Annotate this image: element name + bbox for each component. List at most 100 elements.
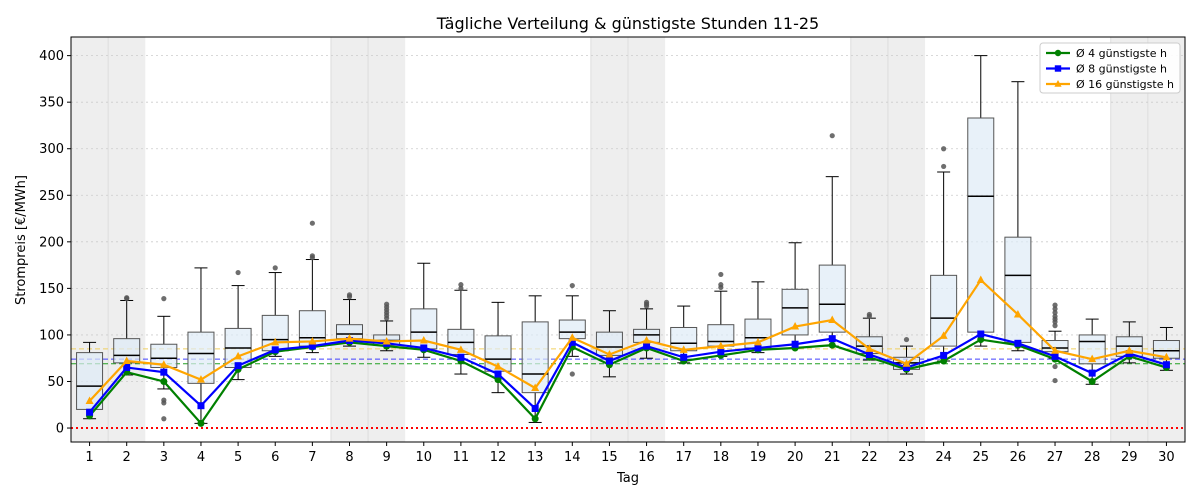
x-tick-label: 17 <box>675 450 692 465</box>
series-point <box>160 368 168 376</box>
outlier-point <box>1052 323 1058 329</box>
series-point <box>828 315 837 324</box>
series-point <box>271 346 279 354</box>
outlier-point <box>161 296 167 302</box>
y-tick-label: 400 <box>39 49 64 64</box>
outlier-point <box>569 371 575 377</box>
series-point <box>531 404 539 412</box>
weekend-shading <box>70 37 1185 442</box>
legend-label: Ø 8 günstigste h <box>1076 63 1167 76</box>
series-point <box>1162 352 1171 361</box>
boxplot-day-21 <box>818 133 846 347</box>
x-tick-label: 20 <box>787 450 804 465</box>
boxplot-day-14 <box>558 282 586 377</box>
series-point <box>679 345 688 353</box>
x-axis: 1 2 3 4 5 6 7 8 9 10 11 12 13 14 15 16 17 18 19 20 21 22 23 24 2… <box>85 442 1175 465</box>
series-point <box>717 348 725 356</box>
series-point <box>902 359 911 367</box>
x-tick-label: 3 <box>160 450 168 465</box>
y-axis-title: Strompreis [€/MWh] <box>14 175 29 305</box>
series-point <box>605 349 614 358</box>
x-tick-label: 19 <box>750 450 767 465</box>
series-point <box>680 353 688 361</box>
x-tick-label: 25 <box>972 450 989 465</box>
outlier-point <box>1052 377 1058 384</box>
series-point <box>791 340 799 348</box>
series-point <box>159 360 168 368</box>
series-point <box>865 350 873 358</box>
y-tick-label: 300 <box>39 142 64 157</box>
x-tick-label: 2 <box>123 450 131 465</box>
outlier-point <box>643 299 650 305</box>
outlier-point <box>903 336 910 343</box>
series-point <box>940 351 948 359</box>
x-tick-label: 24 <box>935 450 952 465</box>
series-point <box>828 335 836 343</box>
x-tick-label: 27 <box>1047 450 1064 465</box>
series-point <box>160 377 168 385</box>
x-tick-label: 1 <box>85 450 93 465</box>
series-point <box>197 402 205 410</box>
x-tick-label: 22 <box>861 450 878 465</box>
series-point <box>382 336 391 345</box>
boxplot-day-3 <box>150 296 178 422</box>
outlier-point <box>309 220 315 226</box>
series-point <box>234 351 243 360</box>
y-tick-label: 0 <box>56 422 64 437</box>
outlier-point <box>309 253 315 259</box>
y-tick-label: 200 <box>39 235 64 250</box>
series-point <box>940 357 948 365</box>
series-point <box>86 408 94 416</box>
boxplot-day-13 <box>521 295 549 423</box>
series-point <box>568 333 577 341</box>
weekend-band <box>1110 37 1148 442</box>
series-point <box>1013 309 1022 318</box>
weekend-band <box>330 37 369 442</box>
outlier-point <box>1052 363 1058 370</box>
boxplot-day-25 <box>967 55 995 347</box>
series-line <box>88 278 1167 402</box>
series-point <box>456 345 465 353</box>
outlier-point <box>1052 309 1058 316</box>
boxplot-day-1 <box>76 341 104 420</box>
legend-entry: Ø 16 günstigste h <box>1046 78 1174 91</box>
x-tick-label: 14 <box>564 450 581 465</box>
x-tick-label: 6 <box>271 450 279 465</box>
series-point <box>123 364 131 372</box>
outlier-point <box>235 269 241 276</box>
series-point <box>939 331 948 339</box>
x-axis-title: Tag <box>616 471 639 486</box>
series-point <box>977 336 985 344</box>
boxplot-day-24 <box>930 146 958 362</box>
series-point <box>1125 346 1134 354</box>
chart-title: Tägliche Verteilung & günstigste Stunden… <box>436 14 819 33</box>
y-axis: 0 50 100 150 200 250 300 350 400 <box>39 49 71 437</box>
series-point <box>753 337 762 346</box>
series-point <box>865 344 874 352</box>
series-point <box>494 370 502 378</box>
series-point <box>791 322 800 330</box>
outlier-point <box>941 146 947 152</box>
outlier-point <box>1052 306 1058 312</box>
series-point <box>234 362 242 370</box>
series-point <box>531 415 539 423</box>
series-point <box>1051 346 1060 354</box>
weekend-band <box>1147 37 1185 442</box>
series-point <box>1088 354 1097 363</box>
series-point <box>197 419 205 427</box>
outlier-point <box>458 282 464 288</box>
series-point <box>457 353 465 361</box>
x-tick-label: 18 <box>713 450 730 465</box>
series-point <box>642 336 651 344</box>
legend-marker <box>1054 49 1062 57</box>
series-point <box>531 383 540 391</box>
x-tick-label: 5 <box>234 450 242 465</box>
x-tick-label: 13 <box>527 450 544 465</box>
boxplot-day-26 <box>1004 81 1032 352</box>
series-point <box>1088 369 1096 377</box>
series-point <box>271 337 280 346</box>
weekend-band <box>628 37 666 442</box>
x-tick-label: 4 <box>197 450 205 465</box>
y-tick-label: 100 <box>39 328 64 343</box>
